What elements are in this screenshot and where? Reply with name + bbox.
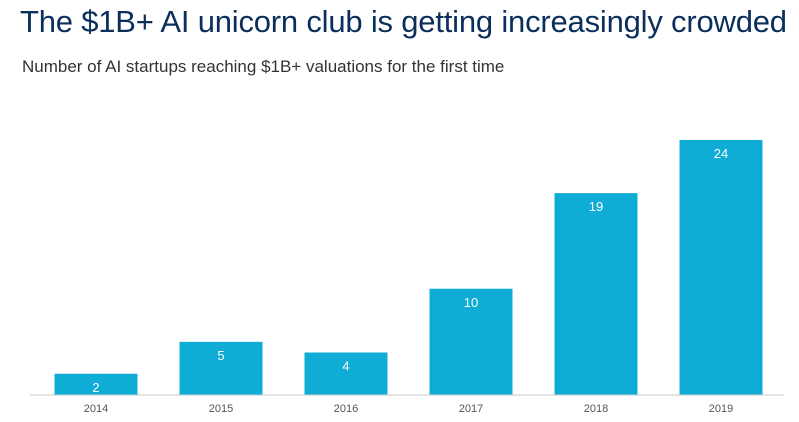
x-axis-ticks: 2014 2015 2016 2017 2018 2019 (84, 403, 733, 415)
bar-value-label-2019: 24 (714, 146, 728, 161)
bar-value-label-2014: 2 (92, 380, 99, 395)
bar-value-label-2017: 10 (464, 295, 478, 310)
x-tick-label-2014: 2014 (84, 403, 108, 415)
x-tick-label-2019: 2019 (709, 403, 733, 415)
bar-2019 (679, 140, 763, 395)
bar-2015 (179, 341, 263, 395)
chart-title: The $1B+ AI unicorn club is getting incr… (20, 4, 787, 39)
bar-2014 (54, 373, 138, 395)
labels-layer: 2 5 4 10 19 24 (92, 146, 728, 395)
x-tick-label-2015: 2015 (209, 403, 233, 415)
bar-2018 (554, 193, 638, 395)
x-tick-label-2018: 2018 (584, 403, 608, 415)
x-tick-label-2016: 2016 (334, 403, 358, 415)
bar-2017 (429, 288, 513, 395)
bar-value-label-2018: 19 (589, 199, 603, 214)
bar-value-label-2016: 4 (342, 359, 349, 374)
bar-2016 (304, 352, 388, 395)
bars-layer (54, 140, 763, 395)
x-tick-label-2017: 2017 (459, 403, 483, 415)
bar-value-label-2015: 5 (217, 348, 224, 363)
chart-subtitle: Number of AI startups reaching $1B+ valu… (22, 57, 505, 76)
